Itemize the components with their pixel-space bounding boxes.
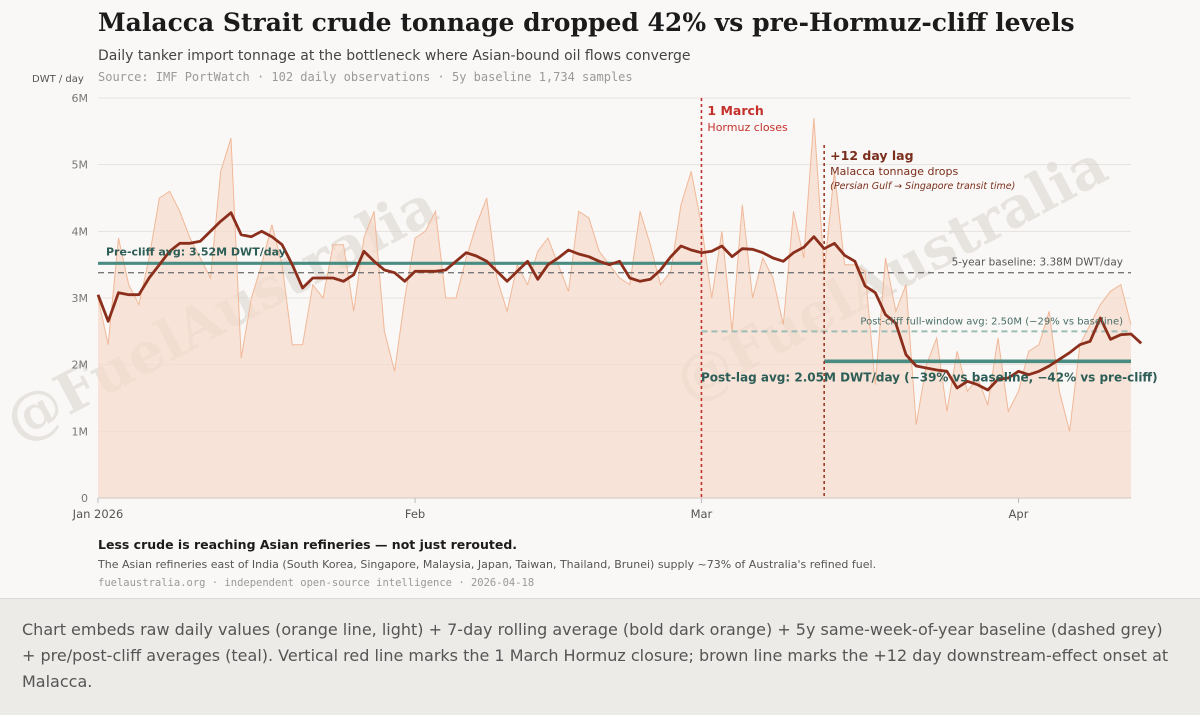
rolling-average-line	[96, 211, 1143, 392]
reference-lines-layer	[98, 261, 1131, 364]
chart-subtitle: Daily tanker import tonnage at the bottl…	[98, 48, 691, 64]
chart-title: Malacca Strait crude tonnage dropped 42%…	[98, 8, 1075, 37]
x-tick-label: Mar	[691, 507, 713, 521]
hormuz-event-note: Hormuz closes	[707, 121, 788, 134]
raw-daily-line	[97, 117, 1132, 432]
chart-labels-layer: Pre-cliff avg: 3.52M DWT/day 5-year basel…	[106, 103, 1158, 384]
y-axis-unit: DWT / day	[32, 74, 84, 85]
image-caption: Chart embeds raw daily values (orange li…	[0, 598, 1200, 715]
lag-event-sub: (Persian Gulf → Singapore transit time)	[830, 181, 1015, 192]
raw-daily-area	[98, 118, 1131, 498]
footer-meta: fuelaustralia.org · independent open-sou…	[98, 577, 535, 589]
event-lines-layer	[700, 98, 825, 498]
x-tick-label: Jan 2026	[72, 507, 124, 521]
hormuz-event-title: 1 March	[707, 103, 763, 118]
y-tick-label: 0	[81, 492, 88, 505]
y-tick-label: 2M	[72, 359, 89, 372]
lag-event-note: Malacca tonnage drops	[830, 165, 958, 178]
raw-area-layer	[97, 117, 1132, 498]
caption-text: Chart embeds raw daily values (orange li…	[22, 620, 1169, 691]
x-tick-label: Feb	[405, 507, 425, 521]
lag-event-title: +12 day lag	[830, 148, 913, 163]
post-cliff-avg-label: Post-cliff full-window avg: 2.50M (−29% …	[860, 316, 1123, 327]
baseline-label: 5-year baseline: 3.38M DWT/day	[952, 257, 1123, 269]
post-lag-avg-label: Post-lag avg: 2.05M DWT/day (−39% vs bas…	[701, 370, 1158, 384]
x-tick-label: Apr	[1009, 507, 1029, 521]
footer-headline: Less crude is reaching Asian refineries …	[98, 537, 518, 552]
y-tick-label: 3M	[72, 292, 89, 305]
footer-body: The Asian refineries east of India (Sout…	[98, 558, 877, 571]
y-tick-label: 5M	[72, 159, 89, 172]
y-tick-label: 1M	[72, 425, 89, 438]
pre-cliff-avg-label: Pre-cliff avg: 3.52M DWT/day	[106, 245, 286, 258]
rolling-layer	[96, 211, 1143, 392]
chart-source: Source: IMF PortWatch · 102 daily observ…	[98, 70, 633, 84]
axes-layer: 0 1M 2M 3M 4M 5M 6M Jan 2026 Feb Mar Apr	[72, 92, 1131, 521]
chart-svg: @FuelAustralia@FuelAustralia Pre-cliff a…	[0, 92, 1158, 521]
chart-card: Malacca Strait crude tonnage dropped 42%…	[0, 8, 1158, 589]
y-tick-label: 6M	[72, 92, 89, 105]
y-tick-label: 4M	[72, 225, 89, 238]
